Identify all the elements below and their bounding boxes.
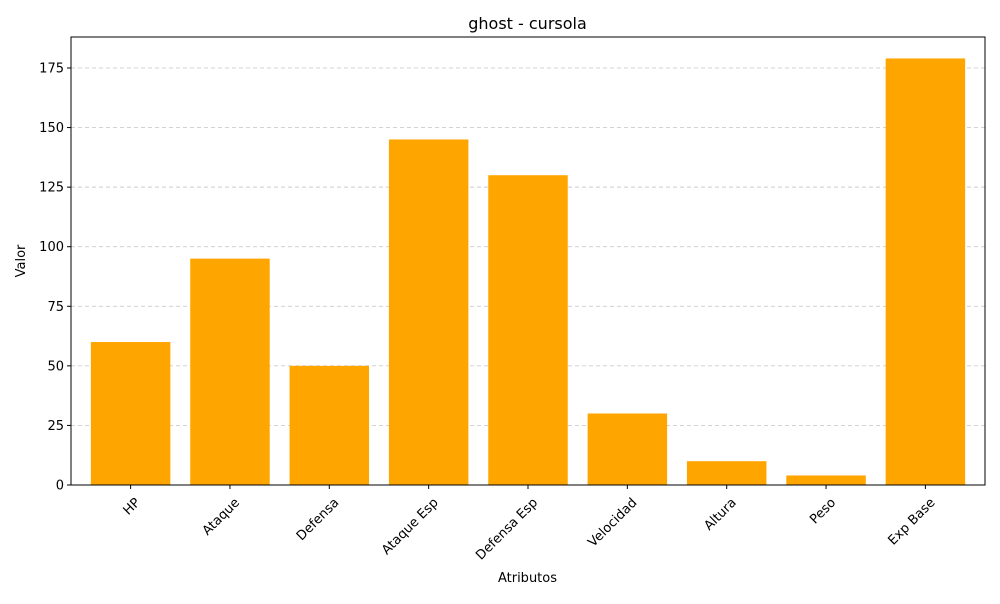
y-tick-label: 150 xyxy=(39,121,64,136)
x-tick-label: Defensa Esp xyxy=(473,495,541,563)
bar-ataque-esp xyxy=(388,139,469,485)
y-tick-label: 75 xyxy=(47,300,64,315)
y-tick-label: 175 xyxy=(39,61,64,76)
bar-ataque xyxy=(190,258,270,485)
y-axis-label: Valor xyxy=(14,244,29,277)
x-axis-ticks: HP Ataque Defensa Ataque Esp Defensa Esp Velo… xyxy=(121,485,938,563)
bar-peso xyxy=(786,475,866,485)
bar-defensa xyxy=(289,365,370,485)
bar-defensa-esp xyxy=(488,175,568,485)
x-tick-label: Velocidad xyxy=(585,495,640,550)
x-tick-label: Altura xyxy=(701,495,739,533)
y-tick-label: 125 xyxy=(39,181,64,196)
y-tick-label: 0 xyxy=(56,479,64,494)
bar-altura xyxy=(686,461,767,485)
y-axis-ticks: 0 25 50 75 100 125 150 175 xyxy=(39,61,71,494)
bar-velocidad xyxy=(587,413,668,485)
x-tick-label: Exp Base xyxy=(885,495,938,548)
bars xyxy=(90,58,966,485)
chart-title: ghost - cursola xyxy=(468,14,587,33)
x-tick-label: Defensa xyxy=(294,495,342,543)
x-tick-label: HP xyxy=(121,495,144,518)
x-axis-label: Atributos xyxy=(498,571,557,586)
x-tick-label: Peso xyxy=(807,495,839,527)
x-tick-label: Ataque Esp xyxy=(379,495,442,558)
y-tick-label: 50 xyxy=(47,359,64,374)
y-tick-label: 100 xyxy=(39,240,64,255)
bar-hp xyxy=(90,342,171,485)
x-tick-label: Ataque xyxy=(200,495,243,538)
bar-exp-base xyxy=(885,58,966,485)
y-tick-label: 25 xyxy=(47,419,64,434)
